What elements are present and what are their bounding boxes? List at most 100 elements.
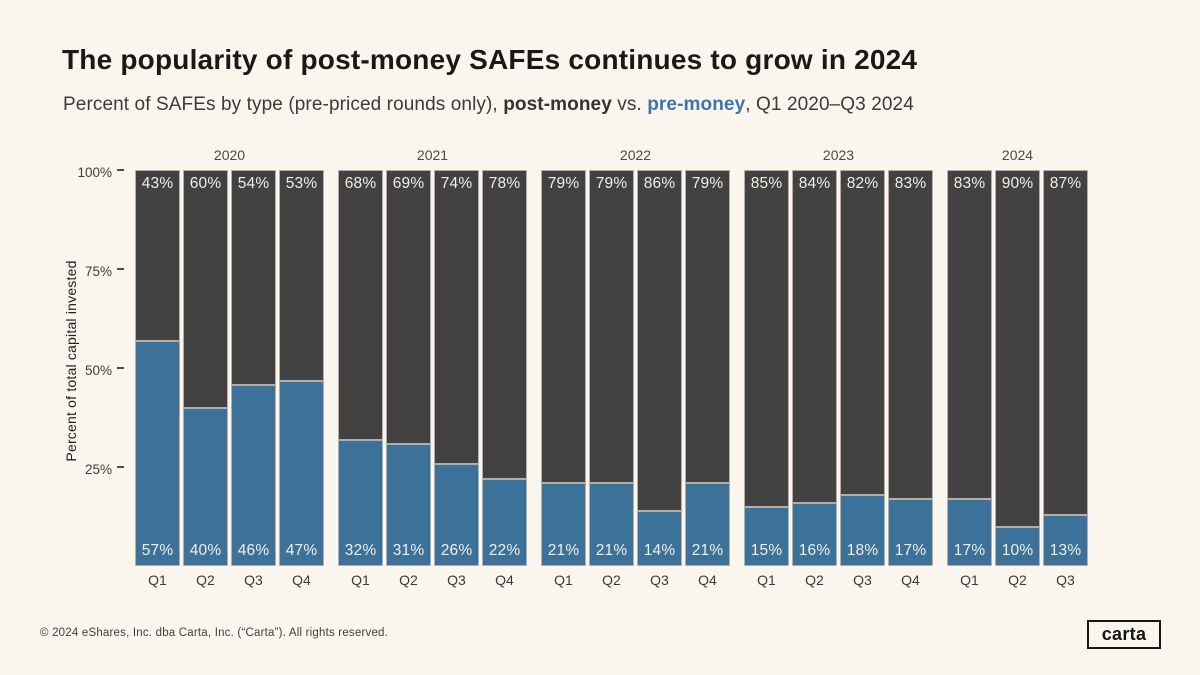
bar-2020-q2: 60% 40%: [183, 170, 228, 566]
y-tick-mark: [117, 367, 124, 369]
bar-2021-q2: 69% 31%: [386, 170, 431, 566]
y-tick-mark: [117, 169, 124, 171]
bar-2022-q3: 86% 14%: [637, 170, 682, 566]
bar-2024-q2: 90% 10%: [995, 170, 1040, 566]
post-money-segment: 87%: [1044, 171, 1087, 514]
quarter-label: Q1: [351, 572, 370, 588]
pre-money-segment: 14%: [638, 509, 681, 565]
pre-money-value-label: 21%: [547, 541, 580, 559]
quarter-label: Q1: [554, 572, 573, 588]
pre-money-segment: 16%: [793, 501, 836, 565]
post-money-segment: 43%: [136, 171, 179, 341]
bar-2021-q3: 74% 26%: [434, 170, 479, 566]
pre-money-value-label: 16%: [798, 541, 831, 559]
post-money-segment: 82%: [841, 171, 884, 495]
y-tick-label: 75%: [84, 263, 112, 279]
bar-2022-q1: 79% 21%: [541, 170, 586, 566]
y-tick-label: 100%: [77, 164, 112, 180]
bar-2022-q2: 79% 21%: [589, 170, 634, 566]
pre-money-value-label: 31%: [392, 541, 425, 559]
pre-money-segment: 13%: [1044, 513, 1087, 565]
y-tick: 25%: [32, 460, 124, 478]
post-money-value-label: 69%: [392, 175, 425, 192]
y-tick-mark: [117, 466, 124, 468]
post-money-value-label: 79%: [691, 175, 724, 192]
bar-group-2022: 2022 79% 21% 79% 21% 86% 14% 79% 21% Q1 Q2 Q3 Q4: [541, 147, 730, 588]
pre-money-value-label: 57%: [141, 541, 174, 559]
pre-money-value-label: 21%: [595, 541, 628, 559]
pre-money-segment: 15%: [745, 505, 788, 565]
subtitle-middle: vs.: [611, 94, 648, 115]
pre-money-segment: 22%: [483, 478, 526, 565]
bars-row: 83% 17% 90% 10% 87% 13%: [947, 170, 1088, 566]
post-money-value-label: 83%: [953, 175, 986, 192]
pre-money-segment: 21%: [542, 482, 585, 565]
subtitle-suffix: , Q1 2020–Q3 2024: [745, 94, 914, 115]
bar-groups: 2020 43% 57% 60% 40% 54% 46% 53% 47% Q1 Q2 Q3 Q4 2021…: [135, 147, 1088, 588]
bars-row: 85% 15% 84% 16% 82% 18% 83% 17%: [744, 170, 933, 566]
quarter-label: Q3: [244, 572, 263, 588]
subtitle-prefix: Percent of SAFEs by type (pre-priced rou…: [63, 94, 504, 115]
pre-money-value-label: 21%: [691, 541, 724, 559]
post-money-value-label: 90%: [1001, 175, 1034, 192]
bar-2021-q4: 78% 22%: [482, 170, 527, 566]
year-label: 2021: [416, 147, 449, 163]
post-money-value-label: 86%: [643, 175, 676, 192]
year-label: 2023: [822, 147, 855, 163]
bar-group-2024: 2024 83% 17% 90% 10% 87% 13% Q1 Q2 Q3: [947, 147, 1088, 588]
quarter-label: Q3: [1056, 572, 1075, 588]
y-tick-label: 50%: [84, 362, 112, 378]
carta-logo-text: carta: [1101, 624, 1147, 644]
post-money-value-label: 54%: [237, 175, 270, 192]
bar-group-2021: 2021 68% 32% 69% 31% 74% 26% 78% 22% Q1 Q2 Q3 Q4: [338, 147, 527, 588]
post-money-segment: 69%: [387, 171, 430, 443]
post-money-value-label: 82%: [846, 175, 879, 192]
post-money-segment: 86%: [638, 171, 681, 510]
pre-money-segment: 31%: [387, 442, 430, 565]
bar-2023-q1: 85% 15%: [744, 170, 789, 566]
pre-money-value-label: 17%: [953, 541, 986, 559]
subtitle-pre-money-label: pre-money: [647, 94, 746, 115]
bar-2022-q4: 79% 21%: [685, 170, 730, 566]
year-label: 2024: [1001, 147, 1034, 163]
y-tick: 50%: [32, 361, 124, 379]
bar-2023-q4: 83% 17%: [888, 170, 933, 566]
y-tick: 100%: [32, 163, 124, 181]
quarter-labels: Q1 Q2 Q3 Q4: [135, 572, 324, 588]
bar-2023-q2: 84% 16%: [792, 170, 837, 566]
quarter-label: Q2: [1008, 572, 1027, 588]
post-money-segment: 79%: [590, 171, 633, 483]
bar-2020-q3: 54% 46%: [231, 170, 276, 566]
pre-money-value-label: 26%: [440, 541, 473, 559]
post-money-value-label: 85%: [750, 175, 783, 192]
post-money-value-label: 87%: [1049, 175, 1082, 192]
post-money-value-label: 60%: [189, 175, 222, 192]
pre-money-segment: 40%: [184, 407, 227, 565]
post-money-segment: 84%: [793, 171, 836, 502]
quarter-label: Q2: [196, 572, 215, 588]
quarter-label: Q1: [960, 572, 979, 588]
carta-logo: carta: [1087, 620, 1161, 649]
post-money-value-label: 79%: [547, 175, 580, 192]
pre-money-value-label: 17%: [894, 541, 927, 559]
pre-money-value-label: 46%: [237, 541, 270, 559]
quarter-label: Q3: [650, 572, 669, 588]
quarter-label: Q4: [698, 572, 717, 588]
pre-money-segment: 21%: [686, 482, 729, 565]
post-money-segment: 79%: [686, 171, 729, 483]
post-money-value-label: 74%: [440, 175, 473, 192]
bar-2021-q1: 68% 32%: [338, 170, 383, 566]
post-money-value-label: 43%: [141, 175, 174, 192]
post-money-segment: 83%: [948, 171, 991, 499]
pre-money-segment: 10%: [996, 525, 1039, 565]
page-title: The popularity of post-money SAFEs conti…: [62, 44, 918, 75]
bars-row: 79% 21% 79% 21% 86% 14% 79% 21%: [541, 170, 730, 566]
bar-2023-q3: 82% 18%: [840, 170, 885, 566]
quarter-label: Q3: [447, 572, 466, 588]
y-tick-label: 25%: [84, 461, 112, 477]
post-money-segment: 85%: [745, 171, 788, 506]
quarter-labels: Q1 Q2 Q3 Q4: [338, 572, 527, 588]
pre-money-value-label: 32%: [344, 541, 377, 559]
post-money-segment: 83%: [889, 171, 932, 499]
